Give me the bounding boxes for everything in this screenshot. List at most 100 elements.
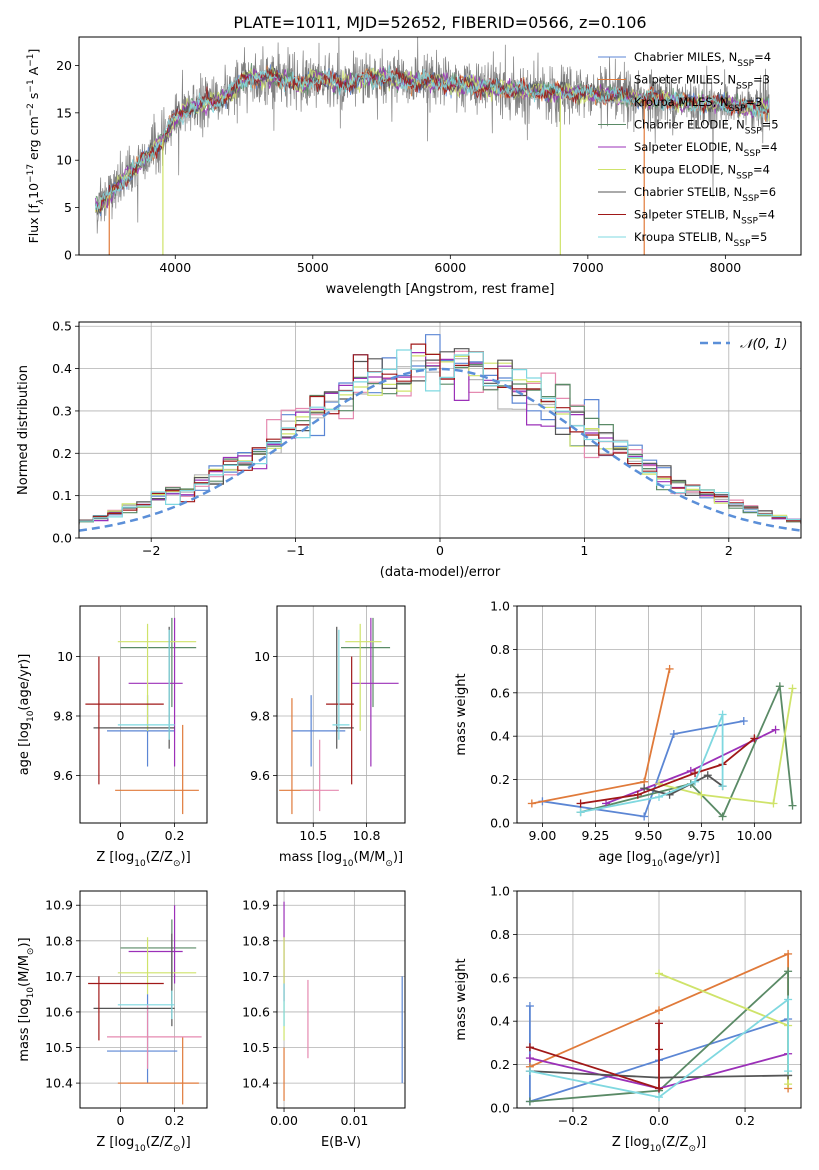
y-tick-label: 10.9 [242, 898, 270, 913]
y-tick-label: 0.0 [52, 531, 72, 546]
y-tick-label: 10.6 [45, 1004, 73, 1019]
y-tick-label: 0.4 [490, 729, 510, 744]
y-tick-label: 0.0 [490, 1101, 510, 1116]
x-tick-label: 1 [580, 543, 588, 558]
age_vs_Z-panel: 0 0.2 9.6 9.8 10 Z [log10(Z/Z⊙)] age [log10(ag… [17, 605, 208, 869]
y-tick-label: 15 [56, 105, 72, 120]
axes-frame [78, 36, 802, 256]
y-axis-label: mass weight [454, 673, 469, 755]
axes-frame [79, 890, 208, 1109]
x-tick-label: 0.2 [165, 828, 185, 843]
y-tick-label: 10.7 [45, 969, 73, 984]
x-axis-label: (data-model)/error [380, 565, 501, 580]
x-tick-label: 0.2 [165, 1113, 185, 1128]
y-tick-label: 0.4 [490, 1014, 510, 1029]
x-axis-label: Z [log10(Z/Z⊙)] [612, 1135, 706, 1154]
x-axis-label: age [log10(age/yr)] [598, 850, 720, 869]
x-tick-label: 0.01 [340, 1113, 368, 1128]
x-axis-label: mass [log10(M/M⊙)] [279, 850, 403, 869]
y-tick-label: 0 [64, 248, 72, 263]
mass_vs_Z-panel: 0 0.2 10.4 10.5 10.6 10.7 10.8 10.9 Z [log10(Z/Z… [17, 890, 208, 1154]
y-tick-label: 0.8 [490, 642, 510, 657]
model-spectrum-line [95, 67, 770, 213]
x-tick-label: 0.00 [270, 1113, 298, 1128]
weight-series-line [529, 997, 789, 1099]
y-tick-label: 0.6 [490, 970, 510, 985]
legend-label: Kroupa STELIB, NSSP=5 [634, 230, 767, 249]
y-tick-label: 10 [57, 649, 73, 664]
y-axis-label: Flux [fλ10−17 erg cm−2 s−1 A−1] [26, 49, 46, 244]
model-spectrum-line [95, 65, 770, 211]
y-tick-label: 0.4 [52, 361, 72, 376]
x-tick-label: 10.5 [299, 828, 327, 843]
mass_vs_ebv-panel: 0.00 0.01 10.4 10.5 10.6 10.7 10.8 10.9 E(B-V) [242, 890, 406, 1150]
weight-series-line [529, 1023, 660, 1090]
legend-label: 𝒩(0, 1) [740, 337, 787, 352]
axes-frame [276, 890, 406, 1109]
y-tick-label: 0.2 [490, 1057, 510, 1072]
legend-label: Kroupa ELODIE, NSSP=4 [634, 163, 770, 182]
y-tick-label: 10 [254, 649, 270, 664]
x-tick-label: 0 [117, 1113, 125, 1128]
y-axis-label: age [log10(age/yr)] [17, 654, 36, 776]
x-tick-label: −2 [142, 543, 160, 558]
y-tick-label: 10.8 [45, 933, 73, 948]
weight_vs_age-panel: 9.00 9.25 9.50 9.75 10.00 0.0 0.2 0.4 0.6 0.8 1.0 a… [454, 599, 802, 869]
histogram-series-line [79, 349, 801, 524]
y-tick-label: 0.5 [52, 319, 72, 334]
x-axis-label: Z [log10(Z/Z⊙)] [96, 1135, 190, 1154]
y-tick-label: 0.6 [490, 685, 510, 700]
x-tick-label: 0.2 [735, 1113, 755, 1128]
x-axis-label: wavelength [Angstrom, rest frame] [326, 282, 555, 297]
y-tick-label: 10.4 [45, 1076, 73, 1091]
weight-series-line [580, 682, 794, 819]
weight_vs_Z-panel: −0.2 0.0 0.2 0.0 0.2 0.4 0.6 0.8 1.0 Z [log10(Z/Z… [454, 884, 802, 1154]
weight-series-line [529, 1006, 789, 1103]
legend-label: Salpeter ELODIE, NSSP=4 [634, 140, 777, 159]
y-tick-label: 0.2 [52, 446, 72, 461]
y-tick-label: 0.0 [490, 816, 510, 831]
x-tick-label: 9.50 [634, 828, 662, 843]
legend-label: Salpeter MILES, NSSP=3 [634, 73, 770, 92]
x-tick-label: 9.75 [687, 828, 715, 843]
legend-label: Kroupa MILES, NSSP=3 [634, 95, 762, 114]
y-tick-label: 1.0 [490, 884, 510, 899]
y-tick-label: 0.8 [490, 927, 510, 942]
spectrum-legend: Chabrier MILES, NSSP=4 Salpeter MILES, NS… [598, 50, 779, 249]
histogram-panel: −2 −1 0 1 2 0.0 0.1 0.2 0.3 0.4 0.5 (data-model)/er… [16, 319, 802, 580]
x-tick-label: −0.2 [558, 1113, 588, 1128]
x-tick-label: 4000 [159, 260, 191, 275]
age_vs_mass-panel: 10.5 10.8 9.6 9.8 10 mass [log10(M/M⊙)] [250, 605, 406, 869]
legend-label: Chabrier MILES, NSSP=4 [634, 50, 771, 69]
y-tick-label: 5 [64, 200, 72, 215]
y-tick-label: 10.7 [242, 969, 270, 984]
y-tick-label: 10 [56, 153, 72, 168]
x-tick-label: 7000 [572, 260, 604, 275]
y-tick-label: 1.0 [490, 599, 510, 614]
y-tick-label: 9.8 [250, 708, 270, 723]
y-tick-label: 10.9 [45, 898, 73, 913]
y-tick-label: 9.6 [53, 768, 73, 783]
y-tick-label: 0.1 [52, 488, 72, 503]
histogram-legend: 𝒩(0, 1) [700, 337, 787, 352]
y-tick-label: 0.2 [490, 772, 510, 787]
y-tick-label: 10.5 [45, 1040, 73, 1055]
y-tick-label: 0.3 [52, 403, 72, 418]
axes-frame [516, 605, 802, 824]
x-axis-label: E(B-V) [321, 1135, 361, 1150]
x-tick-label: 2 [725, 543, 733, 558]
y-tick-label: 10.5 [242, 1040, 270, 1055]
gaussian-curve [78, 367, 802, 532]
x-tick-label: 0 [117, 828, 125, 843]
x-tick-label: 10.8 [353, 828, 381, 843]
x-tick-label: 0.0 [649, 1113, 669, 1128]
y-tick-label: 10.8 [242, 933, 270, 948]
y-tick-label: 9.6 [250, 768, 270, 783]
y-axis-label: mass [log10(M/M⊙)] [17, 937, 36, 1061]
x-tick-label: 10.00 [736, 828, 772, 843]
x-tick-label: −1 [286, 543, 304, 558]
legend-label: Salpeter STELIB, NSSP=4 [634, 208, 775, 227]
y-tick-label: 20 [56, 58, 72, 73]
x-tick-label: 0 [436, 543, 444, 558]
